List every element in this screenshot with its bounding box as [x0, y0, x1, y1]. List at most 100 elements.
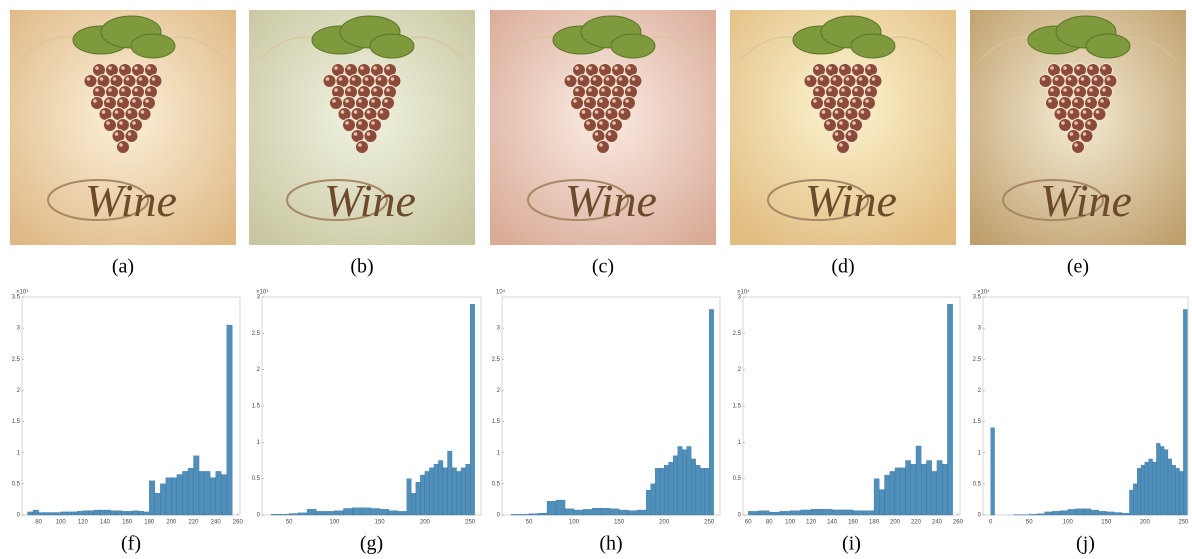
x-tick-label: 240 [211, 520, 222, 526]
grape-highlight [380, 110, 384, 114]
bar [556, 500, 565, 515]
x-tick-label: 240 [932, 520, 943, 526]
grape-highlight [820, 77, 824, 81]
grape-highlight [371, 99, 375, 103]
x-tick-label: 50 [526, 520, 533, 526]
bar [380, 509, 389, 515]
bar [628, 511, 637, 515]
image-panel: Wine(e) [970, 10, 1186, 278]
grape-highlight [1070, 110, 1074, 114]
grape-highlight [632, 77, 636, 81]
y-tick-label: 2.5 [492, 357, 501, 363]
bar [1122, 513, 1130, 515]
caption: (d) [831, 256, 854, 278]
x-tick-label: 160 [122, 520, 133, 526]
grape-highlight [625, 99, 629, 103]
y-tick-label: 1.5 [492, 419, 501, 425]
y-tick-label: 1.5 [252, 404, 261, 410]
grape-highlight [1089, 66, 1093, 70]
grape [837, 141, 850, 154]
x-tick-label: 200 [166, 520, 177, 526]
bar [28, 512, 34, 515]
grape-highlight [354, 110, 358, 114]
grape-highlight [100, 77, 104, 81]
grape-highlight [627, 66, 631, 70]
grape-highlight [384, 99, 388, 103]
grape-highlight [841, 66, 845, 70]
grape-highlight [1096, 110, 1100, 114]
bar [122, 511, 128, 515]
x-tick-label: 180 [144, 520, 155, 526]
bar [1133, 484, 1137, 515]
grape [584, 119, 597, 132]
y-tick-label: 1 [17, 450, 21, 456]
grape-highlight [599, 143, 603, 147]
bar [227, 325, 233, 515]
x-tick-label: 150 [614, 520, 625, 526]
grape-highlight [815, 88, 819, 92]
bar [1099, 511, 1107, 515]
grape-highlight [1074, 99, 1078, 103]
bar [1141, 465, 1145, 515]
grape [117, 141, 130, 154]
grape-highlight [119, 121, 123, 125]
grape-highlight [807, 77, 811, 81]
grape-highlight [152, 77, 156, 81]
bar [583, 509, 592, 515]
x-tick-label: 100 [569, 520, 580, 526]
bar [1052, 511, 1060, 515]
y-tick-label: 3 [497, 326, 501, 332]
grape [811, 97, 824, 110]
bar [1168, 459, 1172, 515]
bar [664, 465, 669, 515]
grape-highlight [1070, 132, 1074, 136]
y-tick-label: 1.5 [12, 419, 21, 425]
bar [216, 471, 222, 515]
grape-highlight [134, 66, 138, 70]
grape-highlight [119, 99, 123, 103]
bar [166, 478, 172, 515]
grape-highlight [134, 88, 138, 92]
grape-highlight [147, 88, 151, 92]
bar [307, 509, 316, 515]
x-tick-label: 50 [1026, 520, 1033, 526]
bar [660, 468, 665, 515]
grape-highlight [141, 110, 145, 114]
grape-highlight [601, 88, 605, 92]
grape-highlight [358, 121, 362, 125]
grape-highlight [599, 99, 603, 103]
grape-highlight [815, 66, 819, 70]
image-panel: Wine(c) [490, 10, 716, 278]
grape-highlight [1061, 99, 1065, 103]
y-tick-label: 1 [257, 440, 261, 446]
bar [325, 511, 334, 515]
bar [66, 512, 72, 515]
bar [271, 514, 280, 515]
bar [1129, 490, 1133, 515]
bar [843, 510, 853, 515]
caption: (g) [360, 533, 383, 555]
grape-highlight [614, 88, 618, 92]
caption: (c) [592, 256, 614, 278]
bar [1149, 459, 1153, 515]
bar [298, 513, 307, 515]
grape-highlight [854, 88, 858, 92]
grape-highlight [391, 77, 395, 81]
image-panel: Wine(b) [249, 10, 475, 278]
x-tick-label: 260 [233, 520, 244, 526]
grape-highlight [621, 110, 625, 114]
grape-highlight [595, 110, 599, 114]
grape-highlight [95, 66, 99, 70]
x-tick-label: 220 [189, 520, 200, 526]
grape-highlight [113, 77, 117, 81]
x-tick-label: 200 [659, 520, 670, 526]
grape-highlight [828, 66, 832, 70]
histogram-chart: 00.511.522.53608010012014016018020022024… [733, 289, 964, 555]
y-tick-label: 0.5 [252, 476, 261, 482]
bar [171, 478, 177, 515]
grape-highlight [1087, 99, 1091, 103]
grape-highlight [341, 110, 345, 114]
grape-highlight [352, 77, 356, 81]
x-tick-label: 120 [806, 520, 817, 526]
bar [443, 468, 448, 515]
